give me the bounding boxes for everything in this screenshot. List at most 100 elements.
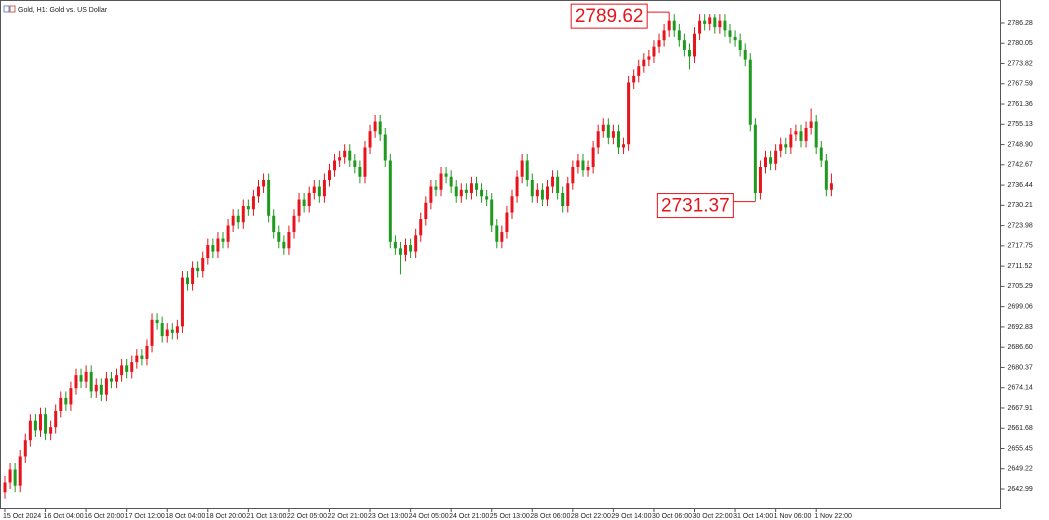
candle-body bbox=[703, 20, 707, 24]
candle-body bbox=[170, 329, 174, 333]
x-tick-label: 1 Nov 06:00 bbox=[774, 513, 812, 520]
candle-body bbox=[251, 196, 255, 210]
candle-body bbox=[13, 469, 17, 486]
annotation-box bbox=[656, 193, 734, 219]
candle-body bbox=[829, 183, 833, 190]
candle-body bbox=[556, 176, 560, 194]
candle-body bbox=[282, 241, 286, 249]
candle-body bbox=[317, 186, 321, 197]
candle-body bbox=[799, 131, 803, 141]
candle-body bbox=[297, 199, 301, 216]
candle-body bbox=[819, 147, 823, 161]
candle-body bbox=[551, 176, 555, 187]
candle-body bbox=[231, 215, 235, 226]
y-tick-label: 2711.52 bbox=[1008, 263, 1033, 270]
candle-body bbox=[145, 345, 149, 359]
y-tick-label: 2686.60 bbox=[1008, 344, 1033, 351]
candle-body bbox=[49, 427, 53, 434]
y-tick-label: 2717.75 bbox=[1008, 243, 1033, 250]
candle-body bbox=[748, 59, 752, 125]
candle-body bbox=[120, 365, 124, 376]
candle-body bbox=[764, 157, 767, 168]
candle-body bbox=[257, 186, 260, 197]
candle-body bbox=[520, 160, 524, 177]
candle-body bbox=[109, 378, 113, 382]
candle-body bbox=[814, 121, 818, 148]
candle-body bbox=[262, 180, 266, 187]
candle-body bbox=[155, 319, 159, 324]
candle-body bbox=[616, 131, 620, 148]
candle-body bbox=[687, 49, 691, 57]
y-tick-label: 2767.59 bbox=[1008, 81, 1033, 88]
candle-body bbox=[581, 160, 585, 171]
candle-body bbox=[94, 384, 98, 392]
candle-body bbox=[241, 206, 245, 223]
candle-body bbox=[59, 397, 63, 411]
y-tick-label: 2699.06 bbox=[1008, 303, 1033, 310]
candle-body bbox=[667, 20, 671, 31]
candle-body bbox=[769, 157, 773, 164]
x-tick-label: 31 Oct 14:00 bbox=[733, 513, 773, 520]
candle-body bbox=[363, 147, 367, 177]
candle-body bbox=[515, 176, 519, 197]
candle-body bbox=[196, 267, 200, 272]
candle-body bbox=[525, 160, 529, 181]
candle-body bbox=[272, 215, 276, 233]
candle-body bbox=[622, 144, 626, 148]
y-tick-label: 2748.90 bbox=[1008, 141, 1033, 148]
candle-body bbox=[409, 245, 413, 252]
candle-body bbox=[505, 212, 509, 233]
candle-body bbox=[510, 196, 514, 213]
candle-body bbox=[175, 326, 179, 333]
candle-body bbox=[576, 160, 580, 168]
candle-body bbox=[292, 215, 296, 233]
candle-body bbox=[439, 173, 443, 190]
x-tick-label: 22 Oct 21:00 bbox=[327, 513, 367, 520]
candle-body bbox=[743, 49, 747, 60]
x-tick-label: 16 Oct 04:00 bbox=[44, 513, 84, 520]
candle-body bbox=[398, 248, 402, 255]
x-tick-label: 25 Oct 13:00 bbox=[490, 513, 530, 520]
x-tick-label: 30 Oct 06:00 bbox=[652, 513, 692, 520]
y-tick-label: 2642.99 bbox=[1008, 486, 1033, 493]
candle-body bbox=[125, 365, 129, 372]
candle-body bbox=[540, 189, 544, 200]
candle-body bbox=[54, 410, 58, 428]
candle-body bbox=[642, 59, 646, 67]
candle-body bbox=[89, 371, 93, 392]
candle-body bbox=[561, 193, 565, 207]
y-tick-label: 2736.44 bbox=[1008, 182, 1033, 189]
y-tick-label: 2680.37 bbox=[1008, 364, 1033, 371]
y-tick-label: 2674.14 bbox=[1008, 385, 1033, 392]
candle-body bbox=[535, 189, 539, 197]
candle-body bbox=[464, 189, 468, 194]
candle-body bbox=[338, 157, 342, 161]
x-tick-label: 15 Oct 2024 bbox=[3, 513, 41, 520]
candle-body bbox=[449, 176, 453, 187]
x-tick-label: 23 Oct 13:00 bbox=[368, 513, 408, 520]
candle-body bbox=[69, 388, 73, 405]
y-tick-label: 2780.05 bbox=[1008, 40, 1033, 47]
candle-body bbox=[677, 30, 681, 41]
y-tick-label: 2692.83 bbox=[1008, 324, 1033, 331]
candle-body bbox=[378, 121, 382, 135]
candle-body bbox=[64, 397, 68, 405]
candle-body bbox=[571, 167, 575, 184]
candle-body bbox=[809, 121, 813, 128]
candle-body bbox=[794, 131, 798, 135]
candle-body bbox=[99, 384, 103, 395]
candle-body bbox=[698, 20, 702, 34]
candle-body bbox=[723, 20, 727, 31]
candle-body bbox=[530, 180, 534, 197]
y-tick-label: 2667.91 bbox=[1008, 405, 1033, 412]
candle-body bbox=[79, 375, 83, 382]
candle-body bbox=[322, 180, 326, 197]
candle-body bbox=[454, 186, 458, 197]
candle-body bbox=[130, 362, 134, 372]
candle-body bbox=[140, 355, 144, 359]
candle-body bbox=[490, 199, 494, 226]
candle-body bbox=[596, 131, 600, 148]
candle-body bbox=[84, 371, 88, 382]
x-tick-label: 28 Oct 06:00 bbox=[530, 513, 570, 520]
